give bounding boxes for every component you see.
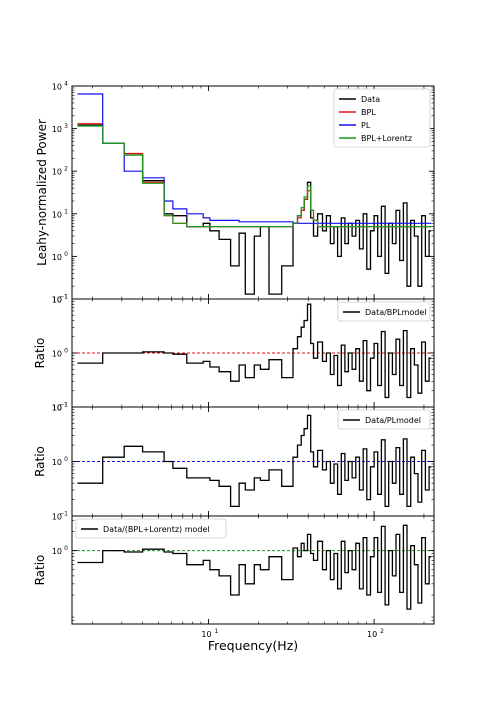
legend-label: Data bbox=[361, 95, 380, 104]
legend-box bbox=[75, 518, 227, 539]
y-tick-label: 10 bbox=[52, 350, 62, 359]
x-axis-label: Frequency(Hz) bbox=[208, 638, 298, 653]
series-line-data bbox=[77, 124, 432, 295]
legend: Data/BPLmodel bbox=[337, 301, 431, 322]
legend-box bbox=[333, 88, 431, 148]
legend-label: BPL+Lorentz bbox=[361, 134, 412, 143]
y-axis-label: Ratio bbox=[33, 338, 47, 369]
y-tick-exponent: 2 bbox=[64, 166, 68, 173]
y-axis-label: Leahy-normalized Power bbox=[35, 119, 49, 266]
y-tick-label: 10 bbox=[52, 404, 62, 413]
x-tick-exponent: 1 bbox=[214, 628, 218, 635]
y-tick-label: 10 bbox=[52, 296, 62, 305]
y-axis-label: Ratio bbox=[33, 446, 47, 477]
y-tick-label: 10 bbox=[52, 547, 62, 556]
legend-label: Data/BPLmodel bbox=[365, 308, 426, 317]
y-tick-label: 10 bbox=[52, 210, 62, 219]
y-tick-label: 10 bbox=[52, 458, 62, 467]
y-tick-label: 10 bbox=[52, 168, 62, 177]
y-tick-exponent: 4 bbox=[64, 81, 68, 88]
y-tick-exponent: 0 bbox=[64, 456, 68, 463]
y-tick-exponent: 3 bbox=[64, 123, 68, 130]
y-tick-exponent: 0 bbox=[64, 251, 68, 258]
series-line-data-bplmodel bbox=[77, 303, 432, 399]
series-line-data-plmodel bbox=[77, 414, 432, 508]
legend-box bbox=[337, 301, 431, 322]
y-tick-label: 10 bbox=[52, 125, 62, 134]
y-tick-label: 10 bbox=[52, 253, 62, 262]
y-tick-exponent: 0 bbox=[64, 348, 68, 355]
y-tick-label: 10 bbox=[52, 83, 62, 92]
legend: Data BPL PL BPL+Lorentz bbox=[333, 88, 431, 148]
x-tick-label: 10 bbox=[201, 630, 211, 639]
legend-label: PL bbox=[361, 121, 371, 130]
x-tick-label: 10 bbox=[367, 630, 377, 639]
legend-box bbox=[337, 409, 431, 430]
legend: Data/PLmodel bbox=[337, 409, 431, 430]
legend-label: BPL bbox=[361, 108, 376, 117]
legend: Data/(BPL+Lorentz) model bbox=[75, 518, 227, 539]
y-axis-label: Ratio bbox=[33, 555, 47, 586]
legend-label: Data/PLmodel bbox=[365, 416, 421, 425]
y-tick-exponent: 1 bbox=[64, 208, 68, 215]
y-tick-exponent: 0 bbox=[64, 545, 68, 552]
y-tick-exponent: −1 bbox=[59, 402, 68, 409]
y-tick-exponent: −1 bbox=[59, 294, 68, 301]
y-tick-label: 10 bbox=[52, 404, 62, 413]
series-line-bpl-lorentz bbox=[77, 125, 432, 228]
y-tick-exponent: 1 bbox=[64, 402, 68, 409]
y-tick-label: 10 bbox=[52, 296, 62, 305]
legend-label: Data/(BPL+Lorentz) model bbox=[103, 525, 210, 534]
y-tick-exponent: 1 bbox=[64, 294, 68, 301]
y-tick-exponent: −1 bbox=[59, 511, 68, 518]
y-tick-label: 10 bbox=[52, 513, 62, 522]
x-tick-exponent: 2 bbox=[380, 628, 384, 635]
series-line-data-bpl-lorentz-model bbox=[77, 524, 432, 610]
